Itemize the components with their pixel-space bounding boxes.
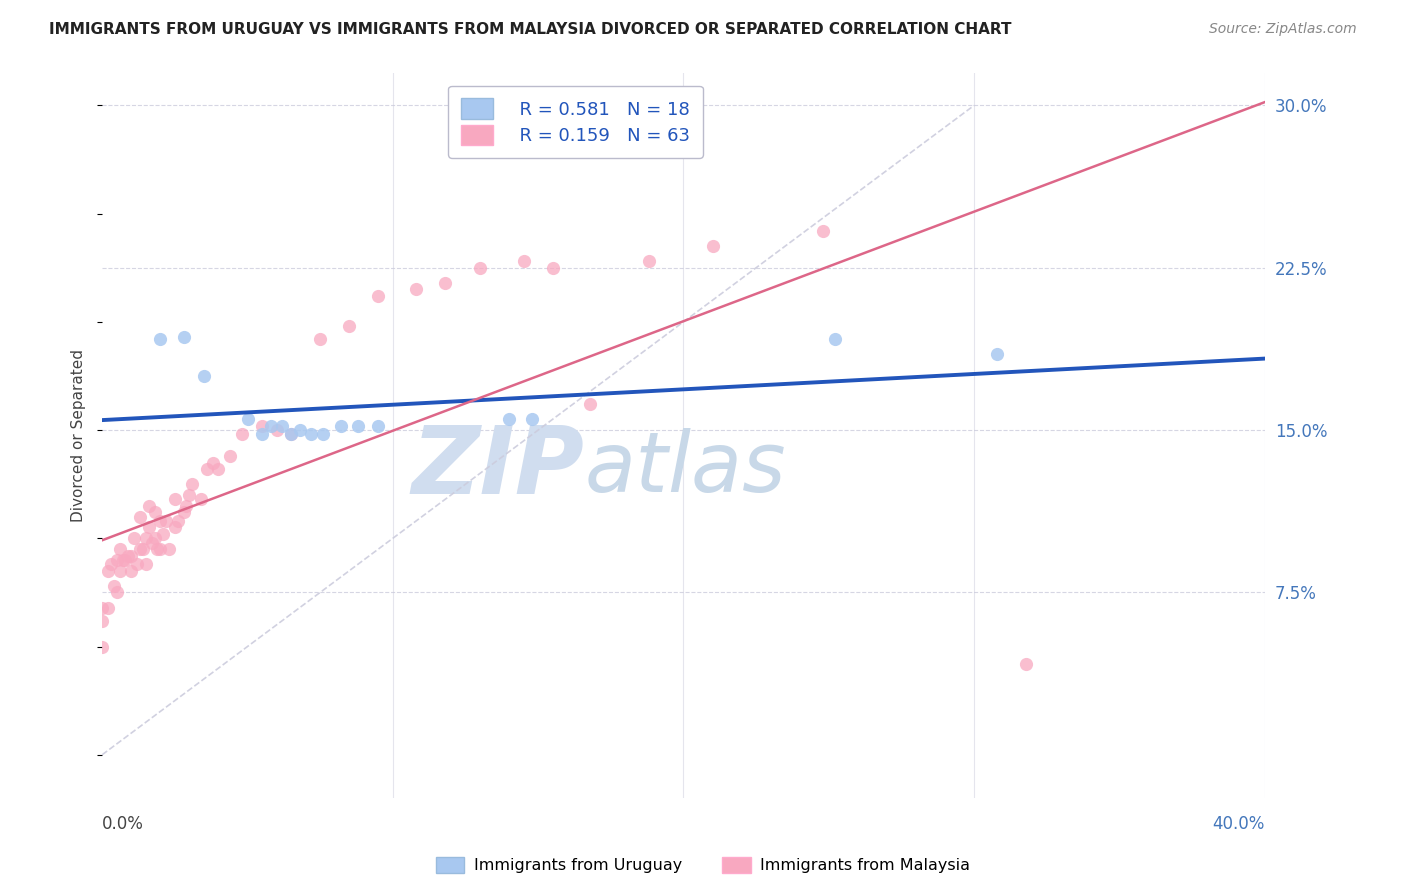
Point (176, 499, 198, 513)
Point (143, 531, 166, 545)
Point (146, 542, 169, 557)
Point (250, 427, 273, 442)
Point (117, 549, 139, 563)
Point (97, 564, 120, 578)
Point (236, 412, 259, 426)
Point (91, 640, 114, 654)
Point (309, 332, 332, 346)
Point (132, 542, 155, 557)
Point (179, 488, 201, 502)
Point (135, 531, 157, 545)
Point (108, 564, 131, 578)
Point (155, 514, 177, 528)
Point (108, 542, 131, 557)
Text: IMMIGRANTS FROM URUGUAY VS IMMIGRANTS FROM MALAYSIA DIVORCED OR SEPARATED CORREL: IMMIGRANTS FROM URUGUAY VS IMMIGRANTS FR… (49, 22, 1012, 37)
Text: atlas: atlas (585, 427, 786, 508)
Text: 40.0%: 40.0% (1212, 815, 1264, 833)
Point (288, 423, 311, 437)
Point (195, 462, 218, 476)
Point (522, 412, 544, 426)
Point (824, 332, 846, 346)
Point (541, 260, 564, 275)
Y-axis label: Divorced or Separated: Divorced or Separated (72, 349, 86, 522)
Point (138, 499, 160, 513)
Point (173, 330, 195, 344)
Point (105, 585, 128, 599)
Point (181, 477, 204, 491)
Legend:   R = 0.581   N = 18,   R = 0.159   N = 63: R = 0.581 N = 18, R = 0.159 N = 63 (449, 86, 703, 158)
Point (201, 456, 224, 470)
Point (129, 542, 152, 557)
Point (280, 427, 302, 442)
Point (811, 224, 834, 238)
Point (91, 600, 114, 615)
Point (434, 276, 457, 290)
Point (105, 553, 128, 567)
Point (337, 319, 360, 334)
Point (120, 564, 142, 578)
Text: ZIP: ZIP (412, 422, 585, 514)
Point (347, 418, 370, 433)
Point (367, 418, 389, 433)
Point (329, 418, 352, 433)
Point (135, 558, 157, 572)
Point (986, 347, 1008, 361)
Point (97, 600, 120, 615)
Point (1015, 657, 1038, 671)
Point (141, 535, 163, 549)
Point (114, 553, 136, 567)
Point (579, 397, 602, 411)
Point (143, 505, 166, 519)
Point (163, 492, 186, 507)
Text: 0.0%: 0.0% (103, 815, 143, 833)
Point (193, 368, 215, 383)
Point (122, 531, 145, 545)
Point (468, 260, 491, 275)
Point (637, 254, 659, 268)
Point (312, 427, 335, 442)
Point (498, 412, 520, 426)
Point (152, 527, 174, 541)
Point (219, 449, 242, 463)
Point (120, 549, 142, 563)
Point (260, 418, 283, 433)
Point (173, 505, 195, 519)
Point (367, 289, 389, 303)
Point (163, 520, 186, 534)
Point (100, 558, 122, 572)
Legend: Immigrants from Uruguay, Immigrants from Malaysia: Immigrants from Uruguay, Immigrants from… (429, 850, 977, 880)
Point (702, 239, 724, 253)
Point (103, 579, 125, 593)
Point (231, 427, 253, 442)
Point (512, 254, 534, 268)
Point (405, 282, 427, 296)
Point (271, 418, 294, 433)
Point (157, 542, 180, 557)
Point (250, 418, 273, 433)
Point (129, 509, 152, 524)
Point (166, 514, 188, 528)
Point (149, 514, 172, 528)
Text: Source: ZipAtlas.com: Source: ZipAtlas.com (1209, 22, 1357, 37)
Point (207, 462, 229, 476)
Point (127, 558, 149, 572)
Point (301, 427, 323, 442)
Point (190, 492, 212, 507)
Point (280, 427, 302, 442)
Point (149, 542, 172, 557)
Point (111, 553, 134, 567)
Point (149, 332, 172, 346)
Point (91, 614, 114, 628)
Point (266, 423, 288, 437)
Point (138, 520, 160, 534)
